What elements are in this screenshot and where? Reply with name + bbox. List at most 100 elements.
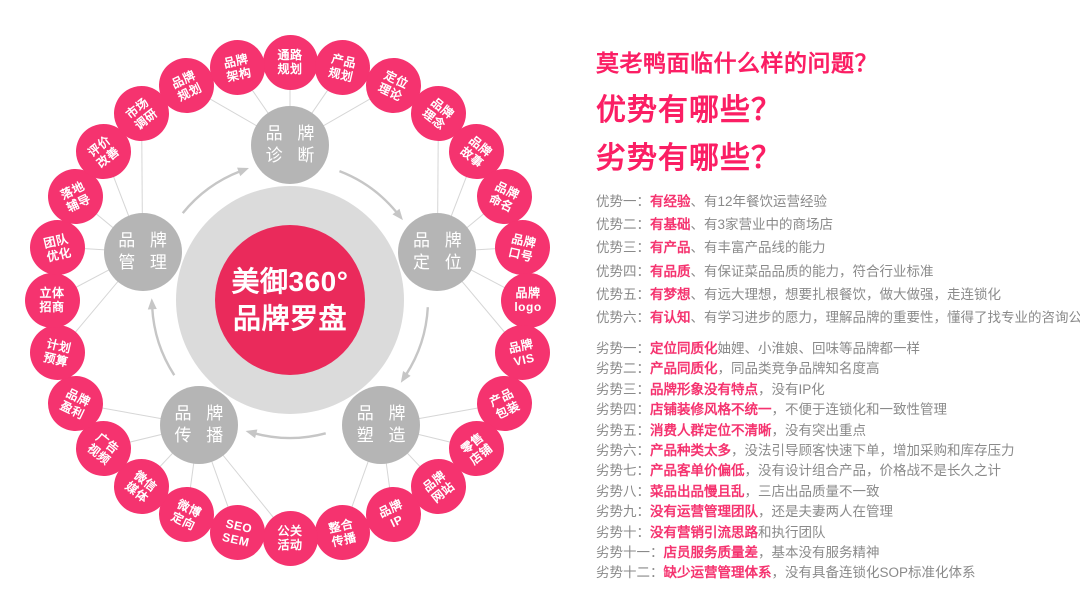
item-label: 优势六： — [596, 309, 650, 325]
disadvantage-item: 劣势四：店铺装修风格不统一，不便于连锁化和一致性管理 — [596, 398, 1015, 418]
item-text: 、有丰富产品线的能力 — [690, 240, 826, 256]
item-text: ，还是夫妻两人在管理 — [758, 504, 893, 520]
item-text: ，没法引导顾客快速下单，增加采购和库存压力 — [731, 442, 1015, 458]
disadvantage-item: 劣势十一：店员服务质量差，基本没有服务精神 — [596, 541, 1015, 561]
cycle-arrowhead — [147, 298, 157, 310]
cycle-arrowhead — [400, 371, 411, 383]
hub-circle: 品 牌定 位 — [398, 213, 477, 292]
advantages-list: 优势一：有经验、有12年餐饮运营经验 优势二：有基础、有3家营业中的商场店 优势三：… — [596, 190, 1080, 329]
cycle-arrow — [404, 307, 430, 376]
item-label: 劣势八： — [596, 483, 650, 499]
item-text: ，同品类竞争品牌知名度高 — [717, 361, 880, 377]
disadvantage-item: 劣势十：没有营销引流思路和执行团队 — [596, 521, 1015, 541]
headline-disadvantages: 劣势有哪些？ — [596, 142, 782, 175]
item-keyword: 菜品出品慢且乱 — [650, 483, 745, 499]
ring-item-label-line: 规划 — [277, 62, 303, 76]
advantage-item: 优势五：有梦想、有远大理想，想要扎根餐饮，做大做强，走连锁化 — [596, 283, 1080, 306]
item-text: ，没有具备连锁化SOP标准化体系 — [771, 565, 976, 581]
item-keyword: 品牌形象没有特点 — [650, 381, 758, 397]
item-text: 和执行团队 — [758, 524, 826, 540]
item-keyword: 有基础 — [650, 217, 691, 233]
item-keyword: 产品种类太多 — [650, 442, 731, 458]
hub-label-line: 诊 断 — [265, 146, 320, 165]
item-label: 劣势四： — [596, 402, 650, 418]
ring-item: 公关 活动 — [262, 510, 318, 566]
advantage-item: 优势一：有经验、有12年餐饮运营经验 — [596, 190, 1080, 213]
advantage-item: 优势四：有品质、有保证菜品品质的能力，符合行业标准 — [596, 260, 1080, 283]
item-text: ，没有设计组合产品，价格战不是长久之计 — [744, 463, 1002, 479]
hub-label-line: 品 牌 — [356, 404, 411, 424]
item-text: ，不便于连锁化和一致性管理 — [771, 402, 948, 418]
item-label: 优势二： — [596, 217, 650, 233]
ring-item: 品牌 logo — [500, 272, 556, 328]
hub-label-line: 传 播 — [174, 426, 229, 446]
ring-item-label-line: 招商 — [39, 300, 65, 314]
item-label: 优势一： — [596, 194, 650, 209]
item-text: ，三店出品质量不一致 — [744, 483, 880, 499]
item-keyword: 定位同质化 — [650, 341, 718, 356]
item-keyword: 店铺装修风格不统一 — [650, 402, 772, 418]
hub-label-line: 塑 造 — [356, 426, 411, 446]
cycle-arrowhead — [237, 167, 249, 177]
item-label: 劣势二： — [596, 361, 650, 377]
item-label: 劣势五： — [596, 422, 650, 438]
item-keyword: 有梦想 — [650, 286, 691, 302]
ring-item-label-line: logo — [514, 300, 542, 314]
item-text: 、有12年餐饮运营经验 — [690, 194, 828, 209]
ring-item: 立体 招商 — [24, 272, 80, 328]
disadvantage-item: 劣势九：没有运营管理团队，还是夫妻两人在管理 — [596, 500, 1015, 520]
disadvantages-list: 劣势一：定位同质化妯娌、小淮娘、回味等品牌都一样劣势二：产品同质化，同品类竞争品… — [596, 337, 1015, 582]
hub-circle: 品 牌塑 造 — [342, 386, 421, 465]
disadvantage-item: 劣势十二：缺少运营管理体系，没有具备连锁化SOP标准化体系 — [596, 561, 1015, 581]
headline-advantages: 优势有哪些？ — [596, 94, 782, 127]
ring-item-label-line: 立体 — [39, 286, 65, 300]
hub-label-line: 品 牌 — [265, 124, 320, 143]
hub-circle: 品 牌管 理 — [103, 213, 182, 292]
disadvantage-item: 劣势三：品牌形象没有特点，没有IP化 — [596, 378, 1015, 398]
item-keyword: 消费人群定位不清晰 — [650, 422, 772, 438]
cycle-arrowhead — [245, 429, 258, 439]
item-text: ，基本没有服务精神 — [758, 544, 880, 560]
item-text: 、有学习进步的愿力，理解品牌的重要性，懂得了找专业的咨询公司来定战略 — [690, 309, 1080, 325]
center-title-line1: 美御360° — [231, 266, 349, 297]
item-keyword: 没有运营管理团队 — [650, 504, 758, 520]
item-text: 、有保证菜品品质的能力，符合行业标准 — [690, 263, 934, 279]
advantage-item: 优势二：有基础、有3家营业中的商场店 — [596, 213, 1080, 236]
cycle-arrow — [253, 432, 327, 440]
disadvantage-item: 劣势七：产品客单价偏低，没有设计组合产品，价格战不是长久之计 — [596, 459, 1015, 479]
hub-label-line: 管 理 — [118, 253, 172, 273]
item-label: 劣势九： — [596, 504, 650, 520]
item-keyword: 店员服务质量差 — [663, 544, 759, 560]
item-label: 优势五： — [596, 286, 650, 302]
item-label: 劣势十： — [596, 524, 650, 540]
cycle-arrow — [339, 170, 399, 214]
item-text: 、有3家营业中的商场店 — [690, 217, 834, 233]
item-text: 妯娌、小淮娘、回味等品牌都一样 — [717, 341, 921, 356]
item-label: 劣势十一： — [596, 544, 664, 560]
center-title-line2: 品牌罗盘 — [232, 303, 347, 334]
ring-item-label-line: 品牌 — [515, 286, 541, 300]
item-label: 劣势三： — [596, 381, 650, 397]
item-label: 劣势一： — [596, 341, 650, 356]
brand-compass-diagram: 美御360° 品牌罗盘 品 牌诊 断品 牌定 位品 牌塑 造品 牌传 播品 牌管… — [24, 34, 556, 566]
item-keyword: 有经验 — [650, 194, 691, 209]
disadvantage-item: 劣势五：消费人群定位不清晰，没有突出重点 — [596, 419, 1015, 439]
item-keyword: 产品客单价偏低 — [650, 463, 745, 479]
ring-item: 通路 规划 — [262, 34, 318, 90]
headline-question: 莫老鸭面临什么样的问题？ — [596, 50, 878, 76]
advantage-item: 优势六：有认知、有学习进步的愿力，理解品牌的重要性，懂得了找专业的咨询公司来定战… — [596, 306, 1080, 329]
item-text: 、有远大理想，想要扎根餐饮，做大做强，走连锁化 — [690, 286, 1002, 302]
item-label: 劣势十二： — [596, 565, 664, 581]
item-keyword: 产品同质化 — [650, 361, 718, 377]
ring-item-label-line: 通路 — [277, 48, 303, 62]
disadvantage-item: 劣势六：产品种类太多，没法引导顾客快速下单，增加采购和库存压力 — [596, 439, 1015, 459]
item-label: 优势四： — [596, 263, 650, 279]
ring-item-label-line: VIS — [511, 350, 536, 369]
item-label: 劣势六： — [596, 442, 650, 458]
text-panel: 莫老鸭面临什么样的问题？ 优势有哪些？ 劣势有哪些？ 优势一：有经验、有12年餐… — [596, 0, 1080, 608]
item-keyword: 缺少运营管理体系 — [663, 565, 772, 581]
hub-label-line: 品 牌 — [413, 231, 467, 251]
item-keyword: 没有营销引流思路 — [650, 524, 758, 540]
center-circle: 美御360° 品牌罗盘 — [215, 225, 365, 375]
